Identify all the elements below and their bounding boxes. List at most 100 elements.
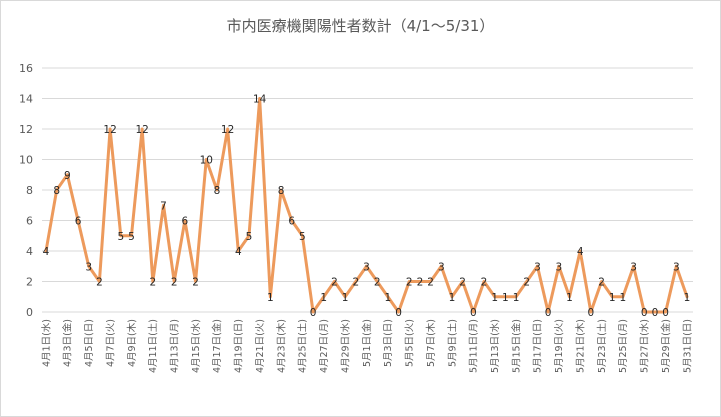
data-label: 2 (427, 277, 434, 289)
data-label: 1 (385, 292, 392, 304)
x-tick-label: 5月9日(土) (446, 319, 458, 367)
x-tick-label: 5月23日(土) (596, 319, 608, 373)
data-label: 1 (620, 292, 627, 304)
x-tick-label: 5月13日(水) (489, 319, 501, 373)
data-label: 3 (363, 261, 370, 273)
x-tick-label: 4月23日(木) (275, 319, 287, 373)
data-label: 1 (267, 292, 274, 304)
data-label: 2 (96, 277, 103, 289)
data-label: 10 (200, 155, 213, 167)
data-label: 1 (502, 292, 509, 304)
data-label: 1 (491, 292, 498, 304)
data-label: 4 (235, 246, 242, 258)
y-tick-label: 16 (19, 62, 33, 75)
x-tick-label: 5月7日(木) (425, 319, 437, 367)
x-tick-label: 5月17日(日) (533, 319, 544, 373)
data-label: 1 (342, 292, 349, 304)
x-tick-label: 5月5日(火) (405, 319, 416, 367)
data-label: 0 (662, 307, 669, 319)
y-tick-label: 14 (19, 93, 33, 106)
x-tick-label: 4月7日(火) (105, 319, 116, 367)
data-label: 0 (641, 307, 648, 319)
y-tick-label: 0 (26, 306, 33, 319)
x-tick-label: 4月29日(水) (339, 319, 351, 373)
data-label: 4 (43, 246, 50, 258)
x-tick-label: 4月27日(月) (319, 319, 330, 373)
data-label: 6 (182, 216, 189, 228)
x-tick-label: 5月29日(金) (660, 319, 672, 373)
data-label: 0 (652, 307, 659, 319)
x-tick-label: 5月19日(火) (554, 319, 565, 373)
data-label: 2 (192, 277, 199, 289)
data-label: 1 (513, 292, 520, 304)
data-label: 3 (85, 261, 92, 273)
data-label: 2 (598, 277, 605, 289)
data-label: 3 (438, 261, 445, 273)
data-label: 1 (566, 292, 573, 304)
data-label: 2 (331, 277, 338, 289)
data-label: 3 (673, 261, 680, 273)
data-label: 4 (577, 246, 584, 258)
x-tick-label: 4月25日(土) (297, 319, 309, 373)
data-label: 2 (481, 277, 488, 289)
x-tick-label: 4月1日(水) (40, 319, 52, 367)
data-label: 14 (253, 94, 267, 106)
y-tick-label: 10 (19, 154, 33, 167)
y-tick-label: 12 (19, 123, 33, 136)
x-tick-label: 5月31日(日) (682, 319, 693, 373)
x-tick-label: 4月19日(日) (234, 319, 245, 373)
data-label: 0 (310, 307, 317, 319)
data-label: 2 (523, 277, 530, 289)
x-tick-label: 4月13日(月) (170, 319, 181, 373)
y-tick-label: 4 (26, 245, 33, 258)
data-label: 6 (288, 216, 295, 228)
x-tick-label: 5月3日(日) (383, 319, 394, 367)
x-tick-label: 5月1日(金) (361, 319, 373, 367)
data-label: 8 (53, 185, 60, 197)
chart-title: 市内医療機関陽性者数計（4/1〜5/31） (226, 17, 495, 35)
data-label: 9 (64, 170, 71, 182)
x-tick-label: 4月3日(金) (62, 319, 74, 367)
data-label: 0 (470, 307, 477, 319)
x-tick-label: 4月11日(土) (147, 319, 159, 373)
y-tick-label: 8 (26, 184, 33, 197)
x-tick-label: 5月21日(木) (574, 319, 586, 373)
y-tick-label: 2 (26, 276, 33, 289)
data-label: 5 (246, 231, 253, 243)
data-label: 1 (609, 292, 616, 304)
data-label: 2 (374, 277, 381, 289)
data-label: 0 (588, 307, 595, 319)
data-label: 8 (214, 185, 221, 197)
data-label: 5 (299, 231, 306, 243)
data-label: 0 (545, 307, 552, 319)
data-label: 7 (160, 200, 167, 212)
data-label: 2 (171, 277, 178, 289)
data-label: 2 (406, 277, 413, 289)
data-label: 1 (320, 292, 327, 304)
data-label: 3 (555, 261, 562, 273)
data-label: 12 (103, 124, 116, 136)
data-label: 5 (117, 231, 124, 243)
data-label: 2 (352, 277, 359, 289)
data-label: 12 (221, 124, 234, 136)
data-label: 3 (534, 261, 541, 273)
data-label: 0 (395, 307, 402, 319)
data-label: 12 (135, 124, 148, 136)
data-label: 2 (149, 277, 156, 289)
data-label: 2 (459, 277, 466, 289)
x-tick-label: 5月27日(水) (639, 319, 651, 373)
x-tick-label: 4月21日(火) (255, 319, 266, 373)
y-tick-label: 6 (26, 215, 33, 228)
data-label: 3 (630, 261, 637, 273)
data-label: 1 (684, 292, 691, 304)
x-tick-label: 4月17日(金) (211, 319, 223, 373)
data-label: 5 (128, 231, 135, 243)
data-label: 2 (417, 277, 424, 289)
x-tick-label: 5月15日(金) (510, 319, 522, 373)
x-tick-label: 5月11日(月) (469, 319, 480, 373)
data-label: 6 (75, 216, 82, 228)
x-tick-label: 4月9日(木) (126, 319, 138, 367)
data-label: 8 (278, 185, 285, 197)
